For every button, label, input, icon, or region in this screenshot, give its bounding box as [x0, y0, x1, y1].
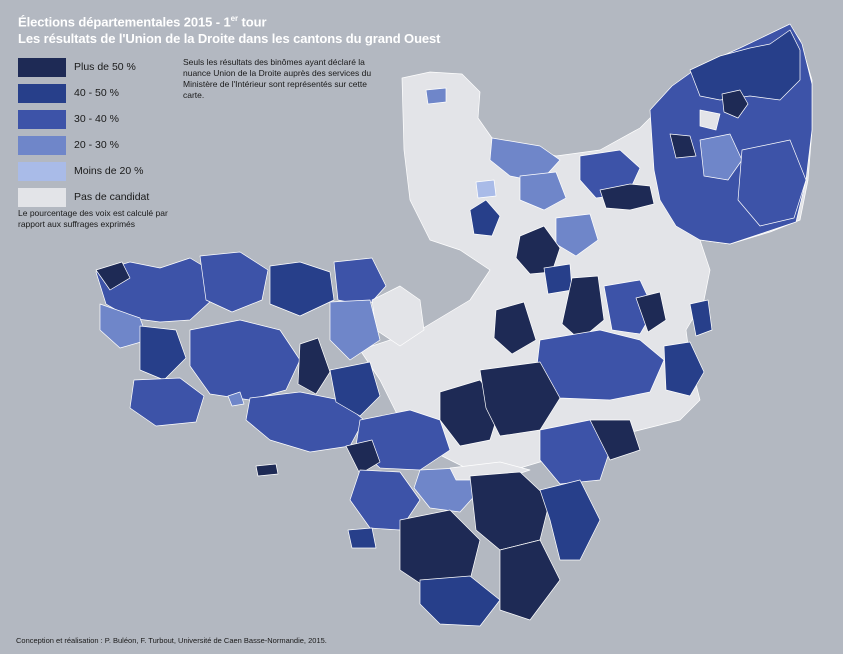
- region-saumur: [589, 419, 641, 461]
- region-ushant-islands: [227, 391, 245, 407]
- region-rouen: [721, 89, 749, 119]
- calculation-note: Le pourcentage des voix est calculé par …: [18, 208, 168, 229]
- legend-swatch: [18, 57, 66, 77]
- region-morbihan-pontivy: [297, 337, 331, 395]
- title-line-1: Élections départementales 2015 - 1er tou…: [18, 14, 267, 30]
- legend-swatch: [18, 135, 66, 155]
- region-orne-south: [561, 275, 605, 341]
- region-mayenne-central: [493, 301, 537, 355]
- legend-label: 30 - 40 %: [74, 113, 119, 125]
- region-seine-maritime-north: [689, 29, 801, 101]
- region-morbihan-east: [329, 361, 381, 417]
- legend-swatch: [18, 161, 66, 181]
- legend-item-under-20: Moins de 20 %: [18, 158, 149, 184]
- legend-swatch: [18, 187, 66, 207]
- region-brest-area: [99, 303, 149, 349]
- region-saint-nazaire: [345, 439, 381, 475]
- legend-swatch: [18, 83, 66, 103]
- region-cornouaille: [129, 377, 205, 427]
- region-eure-c: [737, 139, 807, 227]
- region-sarthe-east: [663, 341, 705, 397]
- region-cotentin-light: [475, 179, 497, 199]
- region-eure-b: [669, 133, 697, 159]
- region-deux-sevres: [469, 471, 551, 551]
- region-ille-west: [329, 299, 381, 361]
- title-line-2: Les résultats de l'Union de la Droite da…: [18, 31, 441, 47]
- legend-label: Moins de 20 %: [74, 165, 144, 177]
- region-cotes-armor-central: [269, 261, 335, 317]
- region-eure-et-loir: [689, 299, 713, 337]
- region-caen: [599, 183, 655, 211]
- region-cotes-armor-west: [199, 251, 269, 313]
- region-cotentin-top: [425, 87, 447, 105]
- region-belle-ile: [255, 463, 279, 477]
- source-note: Seuls les résultats des binômes ayant dé…: [183, 57, 372, 100]
- map-title: Élections départementales 2015 - 1er tou…: [18, 10, 441, 47]
- region-orne-west: [555, 213, 599, 257]
- region-eure-a: [699, 133, 743, 181]
- legend-swatch: [18, 109, 66, 129]
- region-finistere-tip: [95, 261, 131, 291]
- region-vendee-south: [419, 575, 501, 627]
- region-morbihan-west: [189, 319, 301, 401]
- legend-item-30-40: 30 - 40 %: [18, 106, 149, 132]
- legend-item-over-50: Plus de 50 %: [18, 54, 149, 80]
- region-saint-lo: [469, 199, 501, 237]
- region-saint-brieuc: [333, 257, 387, 307]
- map-legend: Plus de 50 % 40 - 50 % 30 - 40 % 20 - 30…: [18, 54, 149, 210]
- region-mayenne-east: [543, 263, 573, 295]
- legend-item-20-30: 20 - 30 %: [18, 132, 149, 158]
- legend-label: 40 - 50 %: [74, 87, 119, 99]
- region-charente-east: [539, 479, 601, 561]
- region-calvados-south: [519, 171, 567, 211]
- region-le-havre: [699, 109, 721, 131]
- legend-label: Plus de 50 %: [74, 61, 136, 73]
- region-charente-north: [499, 539, 561, 621]
- legend-item-no-candidate: Pas de candidat: [18, 184, 149, 210]
- region-finistere-west: [139, 325, 187, 381]
- region-ile-noirmoutier: [347, 527, 377, 549]
- region-eure-south: [635, 291, 667, 333]
- map-regions: [95, 23, 813, 627]
- legend-label: Pas de candidat: [74, 191, 150, 203]
- credit-line: Conception et réalisation : P. Buléon, F…: [16, 636, 327, 645]
- legend-item-40-50: 40 - 50 %: [18, 80, 149, 106]
- legend-label: 20 - 30 %: [74, 139, 119, 151]
